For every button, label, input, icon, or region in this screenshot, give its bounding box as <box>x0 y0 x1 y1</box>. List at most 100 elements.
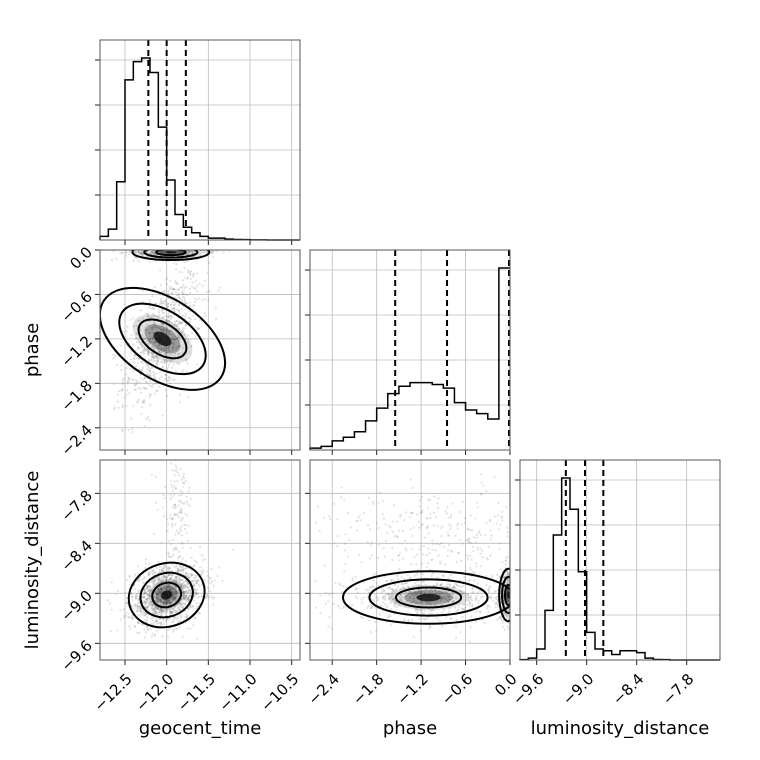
sample-point <box>139 252 142 255</box>
sample-point <box>472 536 475 539</box>
density-cell <box>507 591 510 599</box>
sample-point <box>351 577 354 580</box>
x-tick-label: −2.4 <box>304 670 342 708</box>
sample-point <box>511 580 513 582</box>
sample-point <box>113 408 116 411</box>
sample-point <box>158 588 161 592</box>
sample-point <box>173 512 176 516</box>
sample-point <box>180 247 182 249</box>
sample-point <box>157 579 160 582</box>
sample-point <box>194 574 198 577</box>
sample-point <box>132 378 135 381</box>
sample-point <box>383 555 386 558</box>
sample-point <box>177 570 180 573</box>
sample-point <box>476 501 479 504</box>
sample-point <box>387 593 390 596</box>
sample-point <box>177 532 180 535</box>
sample-point <box>173 247 175 249</box>
sample-point <box>505 570 508 573</box>
sample-point <box>381 596 384 599</box>
sample-point <box>171 621 174 624</box>
sample-point <box>153 579 156 582</box>
sample-point <box>488 586 491 589</box>
sample-point <box>165 600 168 603</box>
sample-point <box>165 600 168 603</box>
sample-point <box>511 589 513 591</box>
sample-point <box>479 473 483 476</box>
sample-point <box>178 345 181 348</box>
sample-point <box>187 490 190 493</box>
sample-point <box>462 603 465 607</box>
sample-point <box>166 319 169 322</box>
sample-point <box>507 614 510 617</box>
sample-point <box>164 388 167 392</box>
sample-point <box>165 583 168 586</box>
sample-point <box>190 242 192 244</box>
sample-point <box>165 579 168 582</box>
sample-point <box>201 246 203 248</box>
sample-point <box>162 608 165 612</box>
sample-point <box>161 611 164 615</box>
sample-point <box>348 539 351 542</box>
sample-point <box>191 605 194 608</box>
sample-point <box>141 254 144 257</box>
sample-point <box>156 364 159 367</box>
sample-point <box>169 304 173 307</box>
sample-point <box>340 486 343 489</box>
sample-point <box>322 517 325 520</box>
sample-point <box>146 363 149 366</box>
sample-point <box>152 307 155 311</box>
sample-point <box>142 350 145 353</box>
sample-point <box>166 601 170 604</box>
sample-point <box>185 591 188 594</box>
sample-point <box>473 571 476 575</box>
sample-point <box>507 618 510 621</box>
sample-point <box>180 251 183 254</box>
sample-point <box>145 324 149 327</box>
sample-point <box>382 609 385 613</box>
sample-point <box>185 514 189 517</box>
sample-point <box>164 585 167 588</box>
sample-point <box>169 543 172 546</box>
sample-point <box>171 525 174 528</box>
sample-point <box>172 592 175 595</box>
sample-point <box>405 511 408 514</box>
sample-point <box>179 247 181 249</box>
sample-point <box>355 520 358 523</box>
sample-point <box>143 376 146 380</box>
sample-point <box>379 604 382 607</box>
sample-point <box>136 346 139 349</box>
sample-point <box>372 573 375 577</box>
sample-point <box>197 327 200 330</box>
sample-point <box>166 585 169 588</box>
sample-point <box>217 289 220 292</box>
sample-point <box>415 584 418 587</box>
sample-point <box>455 636 458 640</box>
sample-point <box>148 589 151 593</box>
sample-point <box>370 554 373 557</box>
sample-point <box>171 247 173 249</box>
sample-point <box>425 517 428 520</box>
sample-point <box>153 634 156 638</box>
sample-point <box>413 597 416 600</box>
sample-point <box>160 621 163 624</box>
sample-point <box>167 617 171 621</box>
sample-point <box>152 595 155 598</box>
sample-point <box>376 522 379 525</box>
sample-point <box>377 556 380 560</box>
sample-point <box>178 340 181 343</box>
sample-point <box>180 599 183 602</box>
sample-point <box>127 428 130 432</box>
contour-line <box>137 318 188 360</box>
sample-point <box>397 553 400 557</box>
sample-point <box>204 596 207 599</box>
sample-point <box>143 386 146 389</box>
sample-point <box>117 406 120 409</box>
sample-point <box>385 593 388 596</box>
sample-point <box>516 618 518 620</box>
sample-point <box>190 345 193 348</box>
sample-point <box>409 577 412 580</box>
sample-point <box>167 319 170 322</box>
sample-point <box>151 360 154 363</box>
sample-point <box>157 592 160 595</box>
